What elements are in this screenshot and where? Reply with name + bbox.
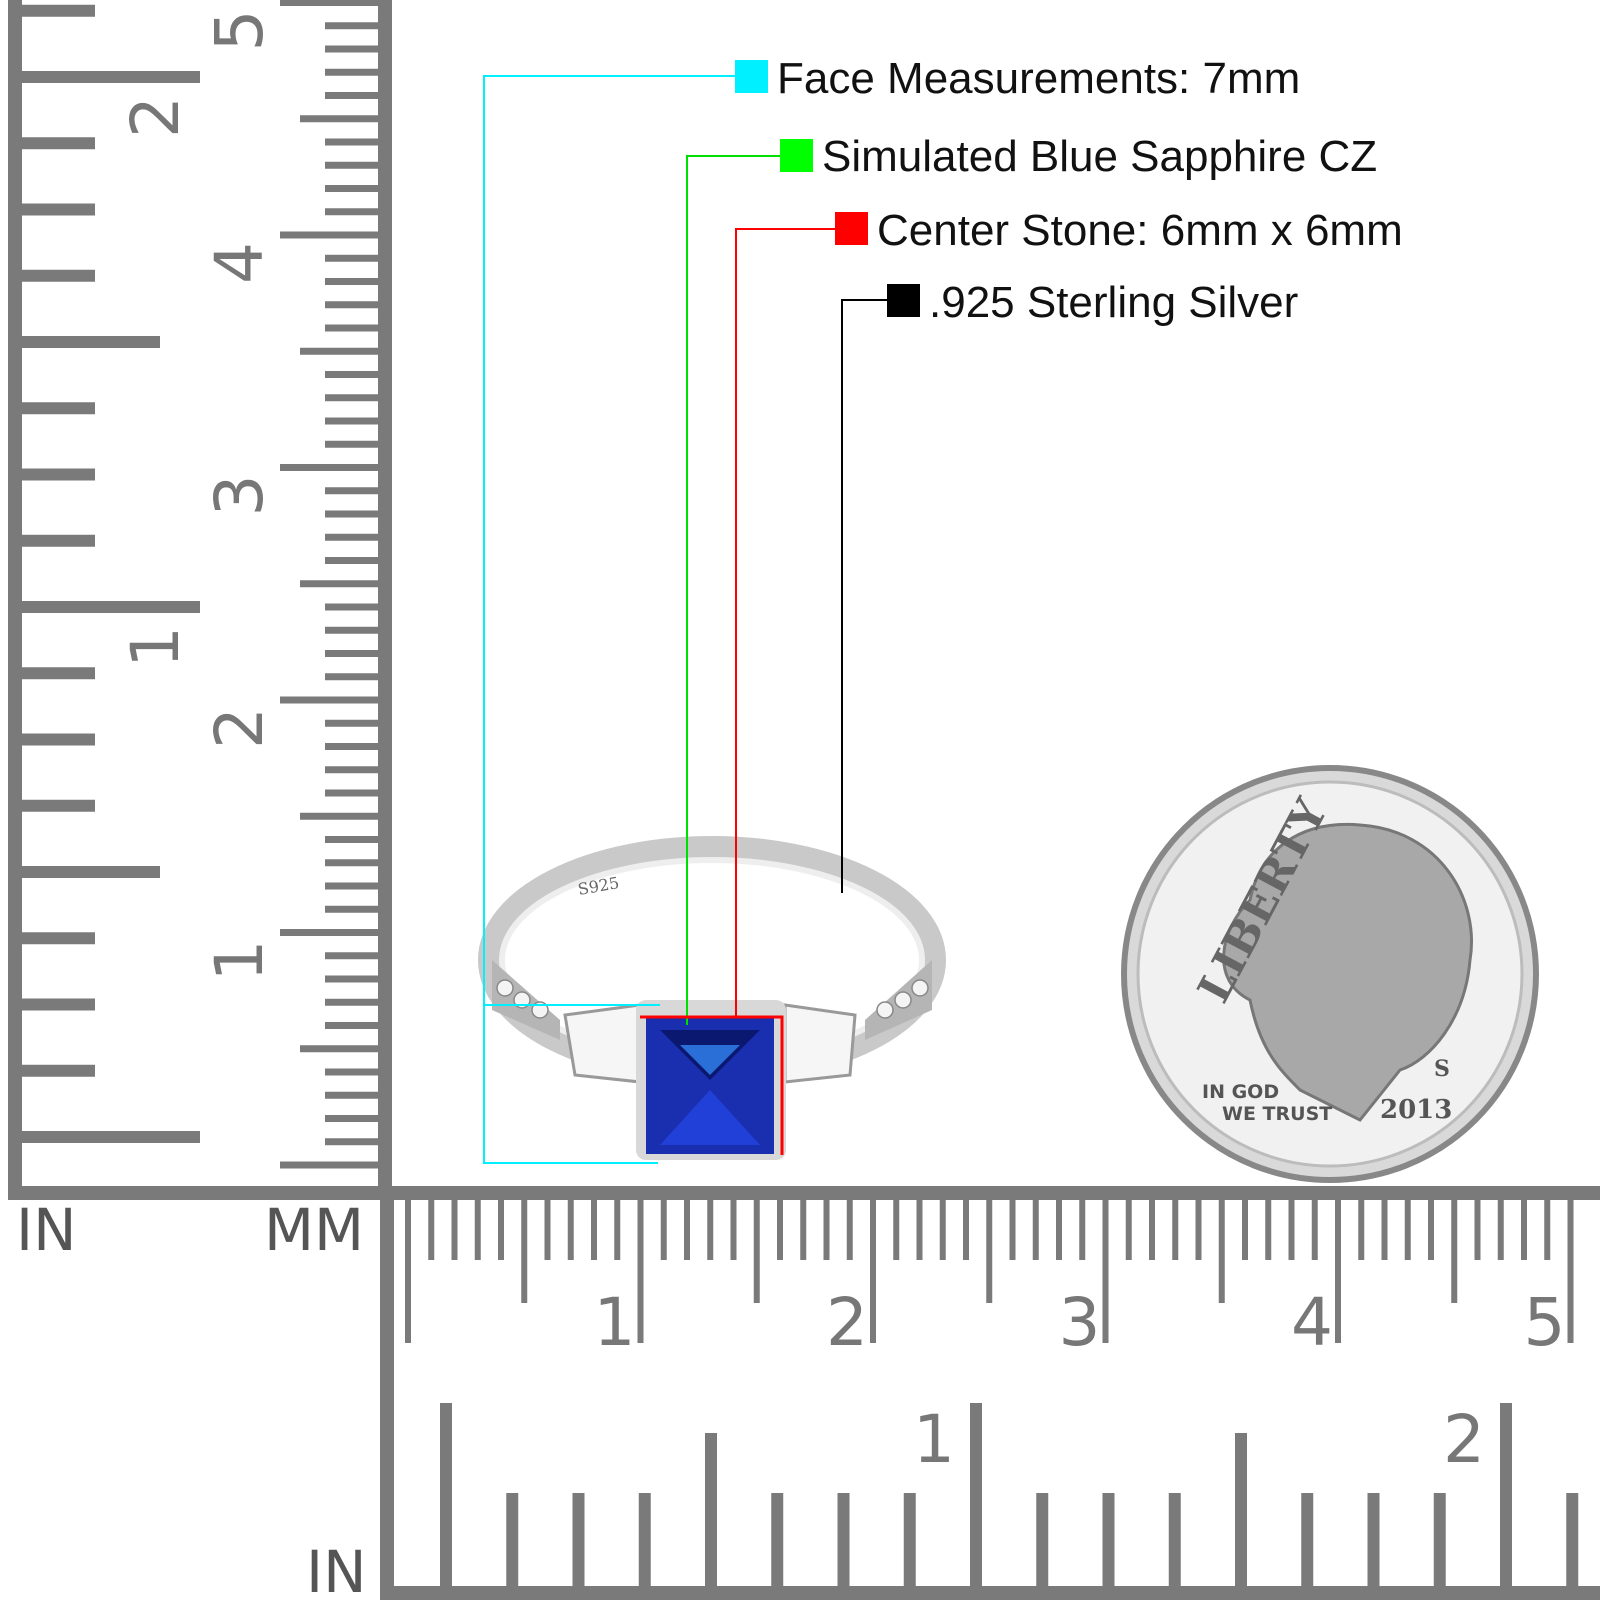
ruler-mm-label: 3 [1059, 1284, 1101, 1361]
left-ruler-inch-unit: IN [16, 1196, 77, 1264]
ruler-inch-label: 2 [117, 96, 194, 138]
ruler-inch-label: 1 [913, 1401, 955, 1478]
ruler-mm-label: 3 [201, 475, 278, 517]
coin-mint-mark: S [1434, 1056, 1450, 1082]
portrait-profile [1222, 822, 1473, 1122]
ruler-mm-label: 1 [594, 1284, 636, 1361]
dime-coin: LIBERTY IN GOD WE TRUST 2013 S [1121, 765, 1539, 1183]
coin-motto-2: WE TRUST [1222, 1103, 1332, 1125]
ruler-inch-label: 1 [117, 626, 194, 668]
bottom-ruler-inch-unit: IN [306, 1538, 367, 1600]
ruler-mm-label: 5 [201, 10, 278, 52]
face-measurement-swatch [735, 60, 768, 93]
ruler-mm-label: 1 [201, 940, 278, 982]
ruler-mm-label: 2 [201, 707, 278, 749]
ring-image: S925 [478, 836, 946, 1160]
coin-year: 2013 [1380, 1095, 1452, 1125]
ruler-inch-label: 2 [1443, 1401, 1485, 1478]
metal-swatch [887, 284, 920, 317]
stone-type-label: Simulated Blue Sapphire CZ [822, 132, 1377, 181]
ruler-mm-label: 4 [201, 242, 278, 284]
center-stone-label: Center Stone: 6mm x 6mm [877, 206, 1403, 255]
center-stone-swatch [835, 212, 868, 245]
coin-motto-1: IN GOD [1202, 1081, 1279, 1103]
metal-label: .925 Sterling Silver [929, 278, 1298, 327]
stone-type-swatch [780, 139, 813, 172]
ruler-mm-label: 4 [1291, 1284, 1333, 1361]
callout-lines [483, 75, 890, 1164]
face-measurement-label: Face Measurements: 7mm [777, 54, 1300, 103]
left-ruler-mm-unit: MM [264, 1196, 364, 1264]
ruler-mm-label: 5 [1524, 1284, 1566, 1361]
ruler-mm-label: 2 [826, 1284, 868, 1361]
